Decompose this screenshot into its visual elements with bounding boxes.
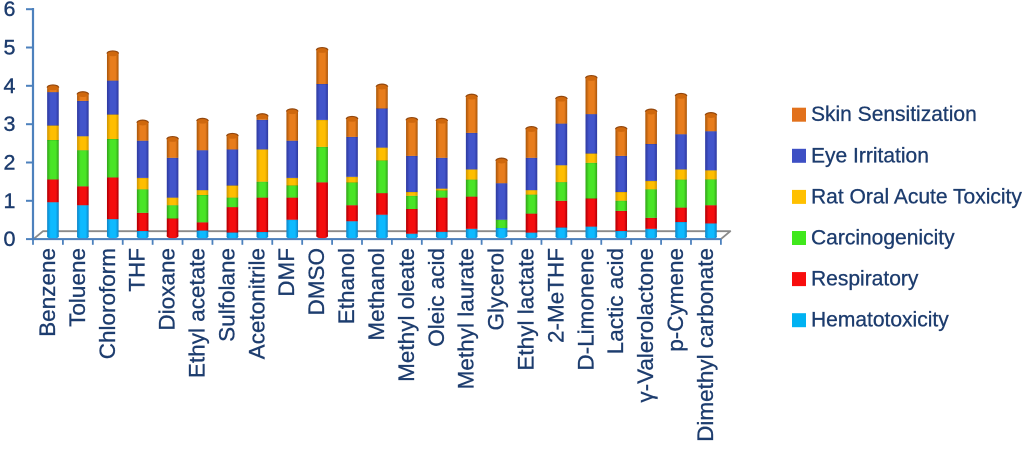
- svg-text:D-Limonene: D-Limonene: [573, 248, 598, 371]
- svg-text:Ethanol: Ethanol: [334, 248, 359, 324]
- svg-text:0: 0: [4, 227, 16, 251]
- svg-text:Glycerol: Glycerol: [484, 248, 509, 331]
- svg-text:1: 1: [4, 189, 16, 213]
- svg-text:4: 4: [4, 74, 16, 98]
- svg-text:Dioxane: Dioxane: [155, 248, 180, 331]
- svg-text:Methyl oleate: Methyl oleate: [394, 248, 419, 382]
- svg-text:Methanol: Methanol: [364, 248, 389, 341]
- svg-text:p-Cymene: p-Cymene: [663, 248, 688, 352]
- svg-text:THF: THF: [125, 248, 150, 292]
- svg-text:Chloroform: Chloroform: [95, 248, 120, 359]
- svg-text:Benzene: Benzene: [35, 248, 60, 337]
- svg-text:5: 5: [4, 36, 16, 60]
- svg-text:Eye Irritation: Eye Irritation: [811, 144, 929, 167]
- svg-text:2-MeTHF: 2-MeTHF: [543, 248, 568, 343]
- svg-text:Ethyl acetate: Ethyl acetate: [185, 248, 210, 378]
- svg-text:γ-Valerolactone: γ-Valerolactone: [633, 248, 658, 403]
- svg-text:Rat Oral Acute Toxicity: Rat Oral Acute Toxicity: [811, 185, 1022, 208]
- svg-text:Toluene: Toluene: [65, 248, 90, 327]
- svg-text:Ethyl lactate: Ethyl lactate: [513, 248, 538, 371]
- svg-text:3: 3: [4, 112, 16, 136]
- svg-text:6: 6: [4, 0, 16, 21]
- svg-text:Carcinogenicity: Carcinogenicity: [811, 227, 955, 250]
- svg-text:DMF: DMF: [274, 248, 299, 297]
- svg-text:Respiratory: Respiratory: [811, 268, 919, 291]
- svg-text:Lactic acid: Lactic acid: [603, 248, 628, 354]
- svg-text:Acetonitrile: Acetonitrile: [244, 248, 269, 359]
- svg-text:Skin Sensitization: Skin Sensitization: [811, 103, 977, 126]
- svg-text:DMSO: DMSO: [304, 248, 329, 316]
- svg-text:Sulfolane: Sulfolane: [214, 248, 239, 342]
- svg-text:Oleic acid: Oleic acid: [424, 248, 449, 347]
- svg-text:Dimethyl carbonate: Dimethyl carbonate: [693, 248, 718, 442]
- svg-text:2: 2: [4, 151, 16, 175]
- svg-text:Hematotoxicity: Hematotoxicity: [811, 309, 949, 332]
- svg-text:Methyl laurate: Methyl laurate: [454, 248, 479, 389]
